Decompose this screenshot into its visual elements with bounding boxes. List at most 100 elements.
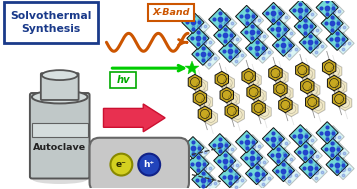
Polygon shape: [187, 153, 209, 175]
Polygon shape: [225, 103, 238, 119]
Polygon shape: [193, 90, 207, 106]
Polygon shape: [268, 132, 291, 154]
Polygon shape: [251, 41, 274, 63]
FancyBboxPatch shape: [110, 72, 136, 88]
Polygon shape: [279, 97, 292, 113]
Ellipse shape: [42, 70, 77, 80]
Polygon shape: [327, 142, 349, 164]
Circle shape: [138, 154, 160, 176]
Polygon shape: [241, 146, 263, 169]
Polygon shape: [294, 15, 316, 37]
Polygon shape: [198, 47, 220, 69]
FancyBboxPatch shape: [32, 123, 87, 137]
Polygon shape: [246, 37, 268, 59]
Polygon shape: [215, 12, 237, 35]
Polygon shape: [246, 150, 269, 173]
Polygon shape: [241, 9, 264, 32]
Polygon shape: [296, 62, 309, 78]
Polygon shape: [253, 88, 266, 104]
Polygon shape: [221, 75, 235, 91]
Polygon shape: [332, 32, 354, 54]
Text: h⁺: h⁺: [144, 160, 155, 169]
Polygon shape: [269, 65, 282, 81]
Polygon shape: [209, 134, 231, 156]
FancyBboxPatch shape: [148, 4, 194, 21]
Polygon shape: [199, 94, 213, 110]
Polygon shape: [187, 27, 209, 50]
Polygon shape: [299, 31, 321, 53]
Polygon shape: [267, 143, 290, 166]
Polygon shape: [220, 28, 242, 50]
Polygon shape: [225, 169, 247, 189]
Polygon shape: [300, 19, 322, 42]
Polygon shape: [213, 24, 236, 46]
Polygon shape: [252, 100, 265, 116]
Polygon shape: [218, 40, 241, 62]
Polygon shape: [272, 34, 295, 56]
Polygon shape: [242, 68, 255, 84]
Polygon shape: [289, 0, 311, 22]
Polygon shape: [280, 85, 293, 101]
Polygon shape: [326, 28, 348, 50]
Polygon shape: [267, 18, 290, 40]
Polygon shape: [241, 21, 263, 43]
Polygon shape: [295, 3, 317, 26]
Polygon shape: [246, 25, 269, 47]
Polygon shape: [193, 156, 215, 179]
Polygon shape: [182, 137, 204, 159]
Polygon shape: [188, 15, 210, 37]
Polygon shape: [305, 35, 327, 57]
Ellipse shape: [32, 175, 87, 184]
Polygon shape: [273, 147, 296, 170]
FancyBboxPatch shape: [30, 93, 90, 179]
Polygon shape: [305, 160, 327, 183]
Polygon shape: [322, 0, 344, 23]
Polygon shape: [289, 125, 311, 147]
Polygon shape: [278, 163, 301, 186]
Polygon shape: [209, 8, 231, 31]
Polygon shape: [213, 149, 236, 172]
Polygon shape: [236, 5, 258, 28]
FancyArrow shape: [104, 104, 165, 132]
Polygon shape: [295, 129, 317, 151]
Polygon shape: [262, 2, 285, 25]
Polygon shape: [327, 16, 349, 39]
Polygon shape: [225, 44, 247, 66]
Polygon shape: [251, 166, 274, 189]
Polygon shape: [246, 162, 268, 185]
Polygon shape: [188, 141, 210, 163]
Polygon shape: [332, 157, 354, 180]
Polygon shape: [328, 63, 342, 79]
Polygon shape: [300, 145, 322, 167]
FancyBboxPatch shape: [4, 2, 98, 43]
Polygon shape: [198, 172, 220, 189]
Polygon shape: [332, 91, 346, 107]
Polygon shape: [192, 168, 214, 189]
Polygon shape: [193, 31, 215, 53]
Polygon shape: [192, 43, 214, 65]
FancyBboxPatch shape: [41, 73, 79, 100]
Polygon shape: [241, 135, 264, 157]
FancyBboxPatch shape: [90, 138, 189, 189]
Polygon shape: [322, 59, 336, 75]
Polygon shape: [236, 131, 258, 153]
Polygon shape: [248, 72, 261, 88]
Polygon shape: [299, 156, 321, 179]
Circle shape: [110, 154, 132, 176]
Polygon shape: [321, 12, 343, 35]
Polygon shape: [285, 101, 298, 117]
Polygon shape: [316, 0, 338, 19]
Polygon shape: [188, 74, 202, 90]
Polygon shape: [302, 66, 315, 82]
Text: X-Band: X-Band: [152, 8, 190, 17]
Polygon shape: [247, 84, 260, 100]
Polygon shape: [182, 11, 204, 33]
Polygon shape: [220, 153, 242, 176]
Polygon shape: [312, 98, 325, 114]
Polygon shape: [273, 22, 296, 44]
Polygon shape: [231, 107, 245, 123]
Ellipse shape: [32, 91, 87, 103]
Polygon shape: [204, 110, 217, 126]
Text: e⁻: e⁻: [116, 160, 127, 169]
Polygon shape: [218, 165, 241, 188]
